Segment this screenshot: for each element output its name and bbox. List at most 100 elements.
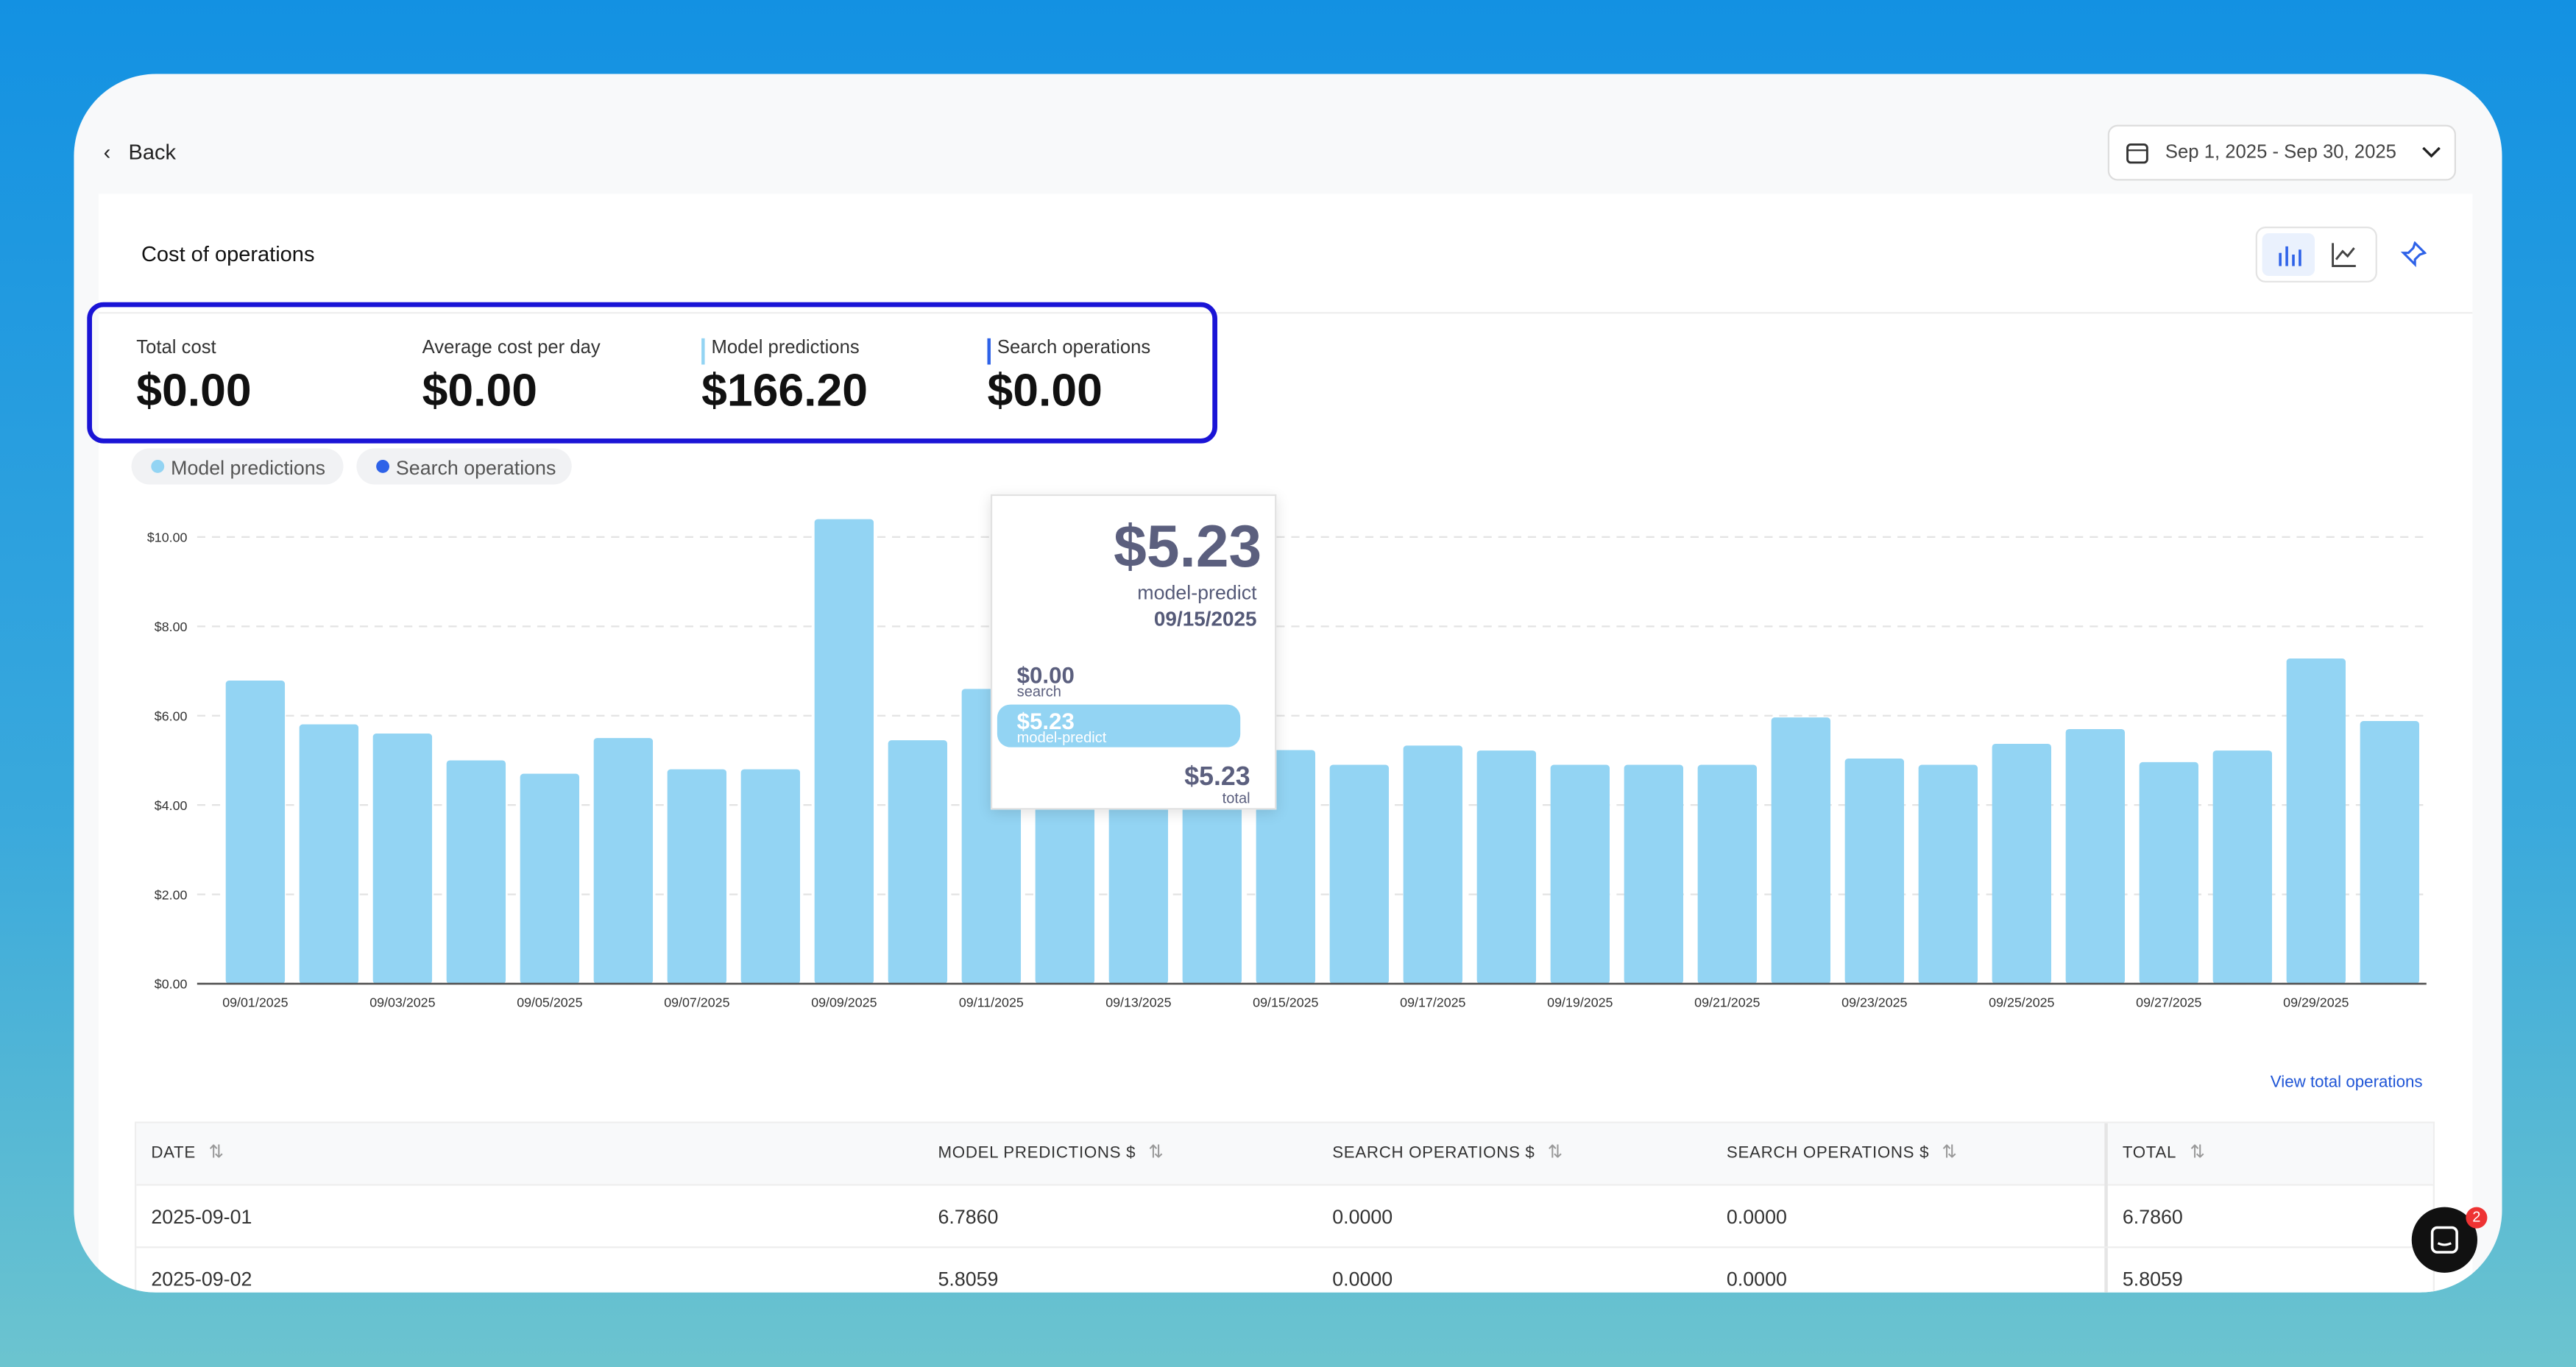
divider (98, 312, 2473, 314)
bar (1182, 760, 1242, 984)
column-header: MODEL PREDICTIONS $ (938, 1144, 1136, 1163)
bar (814, 519, 874, 984)
x-tick-label: 09/13/2025 (1105, 995, 1171, 1009)
column-header: TOTAL (2122, 1144, 2177, 1163)
stat-label: Total cost (136, 338, 216, 358)
bar-toggle[interactable] (2262, 232, 2315, 276)
sort-icon: ⇅ (2190, 1143, 2205, 1163)
tooltip-value: $5.23 (1114, 512, 1262, 580)
chat-button[interactable]: 2 (2411, 1207, 2488, 1273)
chevron (2422, 146, 2441, 158)
x-tick-label: 09/01/2025 (222, 995, 288, 1009)
tooltip-highlight (997, 704, 1241, 748)
back-label: Back (128, 139, 177, 165)
bar (1992, 743, 2051, 984)
column-header: SEARCH OPERATIONS $ (1726, 1144, 1930, 1163)
x-tick-label: 09/03/2025 (369, 995, 435, 1009)
stat-accent (701, 338, 705, 365)
table (135, 1121, 2435, 1293)
bar (2286, 658, 2346, 984)
legend-label: Search operations (395, 456, 556, 480)
y-tick-label: $8.00 (155, 619, 188, 634)
legend-item[interactable] (131, 448, 344, 485)
x-tick-label: 09/05/2025 (517, 995, 582, 1009)
y-tick-label: $2.00 (155, 887, 188, 902)
x-tick-label: 09/21/2025 (1694, 995, 1760, 1009)
sort-icon: ⇅ (208, 1143, 224, 1163)
column-header: DATE (151, 1144, 196, 1163)
sort-icon: ⇅ (1148, 1143, 1164, 1163)
sort-icon: ⇅ (1547, 1143, 1563, 1163)
chat-icon (2430, 1226, 2458, 1254)
table-cell: 5.8059 (2122, 1268, 2183, 1291)
bar-icon (2279, 246, 2301, 266)
calendar-icon (2126, 143, 2148, 164)
tooltip-search-label: search (1016, 683, 1061, 700)
table-cell: 0.0000 (1332, 1268, 1393, 1291)
x-tick-label: 09/17/2025 (1400, 995, 1465, 1009)
bar (1550, 764, 1610, 984)
line-icon[interactable] (2331, 241, 2357, 268)
chat-badge: 2 (2466, 1207, 2488, 1229)
pin-icon[interactable] (2400, 241, 2427, 268)
x-tick-label: 09/23/2025 (1841, 995, 1907, 1009)
bar (1697, 764, 1758, 984)
stat-value: $0.00 (987, 364, 1103, 416)
y-tick-label: $0.00 (155, 977, 188, 992)
date-picker[interactable]: Sep 1, 2025 - Sep 30, 2025 (2107, 124, 2456, 181)
bar (1329, 764, 1390, 984)
back-button[interactable]: ‹ Back (103, 139, 177, 165)
tooltip: $5.23 model-predict 09/15/2025 $0.00 sea… (990, 494, 1277, 810)
y-tick-label: $10.00 (147, 530, 188, 545)
table-cell: 0.0000 (1332, 1205, 1393, 1229)
x-tick-label: 09/15/2025 (1253, 995, 1318, 1009)
bar (2212, 750, 2272, 984)
tooltip-model-label: model-predict (1016, 729, 1107, 746)
stat-value: $166.20 (701, 364, 868, 416)
table-cell: 0.0000 (1726, 1205, 1787, 1229)
stat-accent (987, 338, 991, 365)
bar (2139, 761, 2198, 984)
bar (225, 681, 286, 984)
stat-label: Search operations (997, 338, 1151, 358)
bar (1918, 764, 1978, 984)
bar (520, 773, 580, 984)
bar (1035, 760, 1095, 984)
sticky-divider (2104, 1123, 2108, 1293)
legend-label: Model predictions (171, 456, 326, 480)
y-tick-label: $4.00 (155, 798, 188, 813)
table-cell: 5.8059 (938, 1268, 999, 1291)
bar (372, 734, 433, 984)
stat-value: $0.00 (136, 364, 252, 416)
card-title: Cost of operations (141, 241, 315, 266)
x-tick-label: 09/29/2025 (2283, 995, 2349, 1009)
view-link[interactable]: View total operations (2270, 1073, 2423, 1093)
bar (1108, 760, 1169, 984)
column-header: SEARCH OPERATIONS $ (1332, 1144, 1535, 1163)
bar (667, 769, 727, 984)
stat-label: Average cost per day (422, 338, 601, 358)
x-tick-label: 09/07/2025 (664, 995, 729, 1009)
bar (1844, 759, 1905, 984)
bar (1403, 745, 1463, 984)
table-cell: 0.0000 (1726, 1268, 1787, 1291)
tooltip-series: model-predict (1137, 581, 1257, 605)
bar (740, 769, 801, 984)
x-tick-label: 09/25/2025 (1989, 995, 2054, 1009)
tooltip-date: 09/15/2025 (1153, 607, 1257, 631)
bar (2360, 721, 2419, 984)
highlight-box (87, 302, 1217, 444)
bar (1771, 717, 1831, 984)
x-tick-label: 09/27/2025 (2136, 995, 2201, 1009)
bar (1624, 764, 1684, 984)
date-range: Sep 1, 2025 - Sep 30, 2025 (2165, 143, 2396, 163)
bar (1476, 750, 1537, 984)
legend-swatch (376, 459, 390, 473)
legend-item[interactable] (356, 448, 572, 485)
tooltip-total-value: $5.23 (1184, 763, 1250, 792)
table-header (136, 1123, 2433, 1186)
bar (2065, 728, 2125, 984)
bar (446, 760, 506, 984)
x-tick-label: 09/09/2025 (811, 995, 877, 1009)
